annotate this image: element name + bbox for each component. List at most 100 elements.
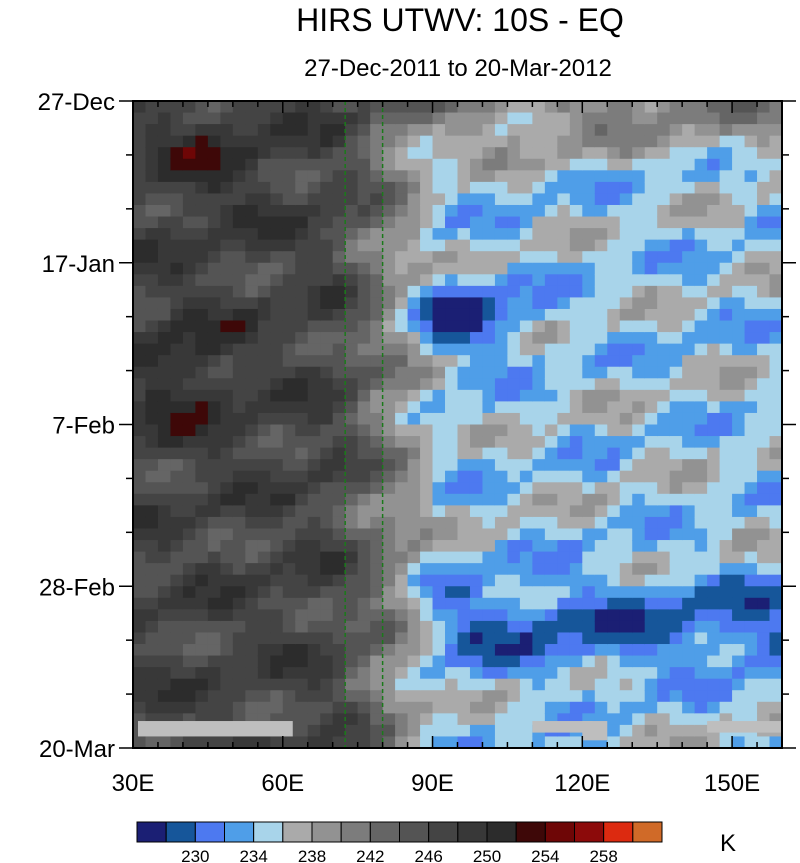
heatmap-cell bbox=[482, 690, 496, 703]
heatmap-cell bbox=[370, 620, 384, 634]
heatmap-cell bbox=[307, 366, 321, 379]
heatmap-cell bbox=[170, 516, 184, 530]
heatmap-cell bbox=[332, 667, 346, 680]
heatmap-cell bbox=[644, 274, 658, 287]
heatmap-cell bbox=[719, 620, 733, 634]
colorbar-swatch bbox=[632, 821, 663, 843]
heatmap-cell bbox=[657, 101, 671, 114]
heatmap-cell bbox=[669, 274, 683, 287]
heatmap-cell bbox=[507, 724, 521, 738]
heatmap-cell bbox=[133, 493, 147, 506]
heatmap-cell bbox=[644, 216, 658, 229]
heatmap-cell bbox=[382, 251, 396, 264]
heatmap-cell bbox=[569, 366, 583, 379]
heatmap-cell bbox=[657, 204, 671, 218]
heatmap-cell bbox=[220, 597, 234, 610]
heatmap-cell bbox=[482, 736, 496, 749]
heatmap-cell bbox=[557, 690, 571, 703]
heatmap-cell bbox=[469, 470, 484, 483]
heatmap-cell bbox=[657, 609, 671, 622]
heatmap-cell bbox=[170, 609, 184, 622]
heatmap-cell bbox=[170, 540, 184, 553]
heatmap-cell bbox=[719, 332, 733, 345]
heatmap-cell bbox=[532, 274, 546, 287]
heatmap-cell bbox=[207, 574, 221, 587]
heatmap-cell bbox=[133, 470, 147, 483]
heatmap-cell bbox=[432, 540, 446, 553]
heatmap-cell bbox=[644, 101, 658, 114]
heatmap-cell bbox=[170, 470, 184, 483]
heatmap-cell bbox=[407, 563, 421, 576]
heatmap-cell bbox=[145, 540, 159, 553]
heatmap-cell bbox=[644, 401, 658, 414]
heatmap-cell bbox=[769, 655, 783, 668]
heatmap-cell bbox=[557, 493, 571, 506]
heatmap-cell bbox=[644, 551, 658, 564]
heatmap-cell bbox=[407, 320, 421, 333]
heatmap-cell bbox=[232, 655, 246, 668]
heatmap-cell bbox=[482, 355, 496, 368]
heatmap-cell bbox=[769, 470, 783, 483]
heatmap-cell bbox=[582, 193, 596, 206]
heatmap-cell bbox=[494, 620, 509, 634]
heatmap-cell bbox=[282, 228, 296, 241]
heatmap-cell bbox=[519, 701, 533, 714]
heatmap-cell bbox=[245, 644, 259, 657]
heatmap-cell bbox=[769, 586, 783, 599]
heatmap-cell bbox=[332, 459, 346, 472]
heatmap-cell bbox=[245, 620, 259, 634]
heatmap-cell bbox=[507, 667, 521, 680]
heatmap-cell bbox=[207, 436, 221, 449]
heatmap-cell bbox=[757, 320, 771, 333]
heatmap-cell bbox=[619, 112, 633, 125]
heatmap-cell bbox=[469, 308, 484, 322]
heatmap-cell bbox=[507, 540, 521, 553]
heatmap-cell bbox=[232, 170, 246, 183]
heatmap-cell bbox=[619, 493, 633, 506]
heatmap-cell bbox=[657, 540, 671, 553]
heatmap-cell bbox=[282, 251, 296, 264]
heatmap-cell bbox=[682, 251, 696, 264]
heatmap-cell bbox=[457, 551, 471, 564]
heatmap-cell bbox=[619, 424, 633, 437]
heatmap-cell bbox=[632, 632, 646, 645]
heatmap-cell bbox=[532, 320, 546, 333]
heatmap-cell bbox=[644, 597, 658, 610]
heatmap-cell bbox=[370, 262, 384, 275]
heatmap-cell bbox=[145, 204, 159, 218]
heatmap-cell bbox=[557, 285, 571, 299]
heatmap-cell bbox=[307, 181, 321, 195]
heatmap-cell bbox=[532, 436, 546, 449]
heatmap-cell bbox=[607, 482, 621, 495]
heatmap-cell bbox=[657, 124, 671, 137]
heatmap-cell bbox=[395, 667, 409, 680]
heatmap-cell bbox=[445, 297, 459, 310]
heatmap-cell bbox=[682, 193, 696, 206]
heatmap-cell bbox=[707, 678, 721, 691]
heatmap-cell bbox=[407, 239, 421, 252]
heatmap-cell bbox=[482, 632, 496, 645]
heatmap-cell bbox=[682, 424, 696, 437]
heatmap-cell bbox=[532, 355, 546, 368]
heatmap-cell bbox=[732, 101, 746, 114]
heatmap-cell bbox=[170, 216, 184, 229]
heatmap-cell bbox=[732, 170, 746, 183]
heatmap-cell bbox=[582, 124, 596, 137]
heatmap-cell bbox=[719, 401, 733, 414]
heatmap-cell bbox=[232, 389, 246, 402]
heatmap-cell bbox=[195, 586, 209, 599]
heatmap-cell bbox=[295, 193, 309, 206]
heatmap-cell bbox=[632, 470, 646, 483]
heatmap-cell bbox=[594, 678, 608, 691]
heatmap-cell bbox=[682, 297, 696, 310]
heatmap-cell bbox=[557, 378, 571, 391]
heatmap-cell bbox=[557, 216, 571, 229]
heatmap-cell bbox=[345, 470, 359, 483]
heatmap-cell bbox=[694, 551, 708, 564]
heatmap-cell bbox=[619, 297, 633, 310]
heatmap-cell bbox=[195, 228, 209, 241]
heatmap-cell bbox=[694, 690, 708, 703]
heatmap-cell bbox=[482, 366, 496, 379]
heatmap-cell bbox=[145, 112, 159, 125]
heatmap-cell bbox=[769, 505, 783, 518]
